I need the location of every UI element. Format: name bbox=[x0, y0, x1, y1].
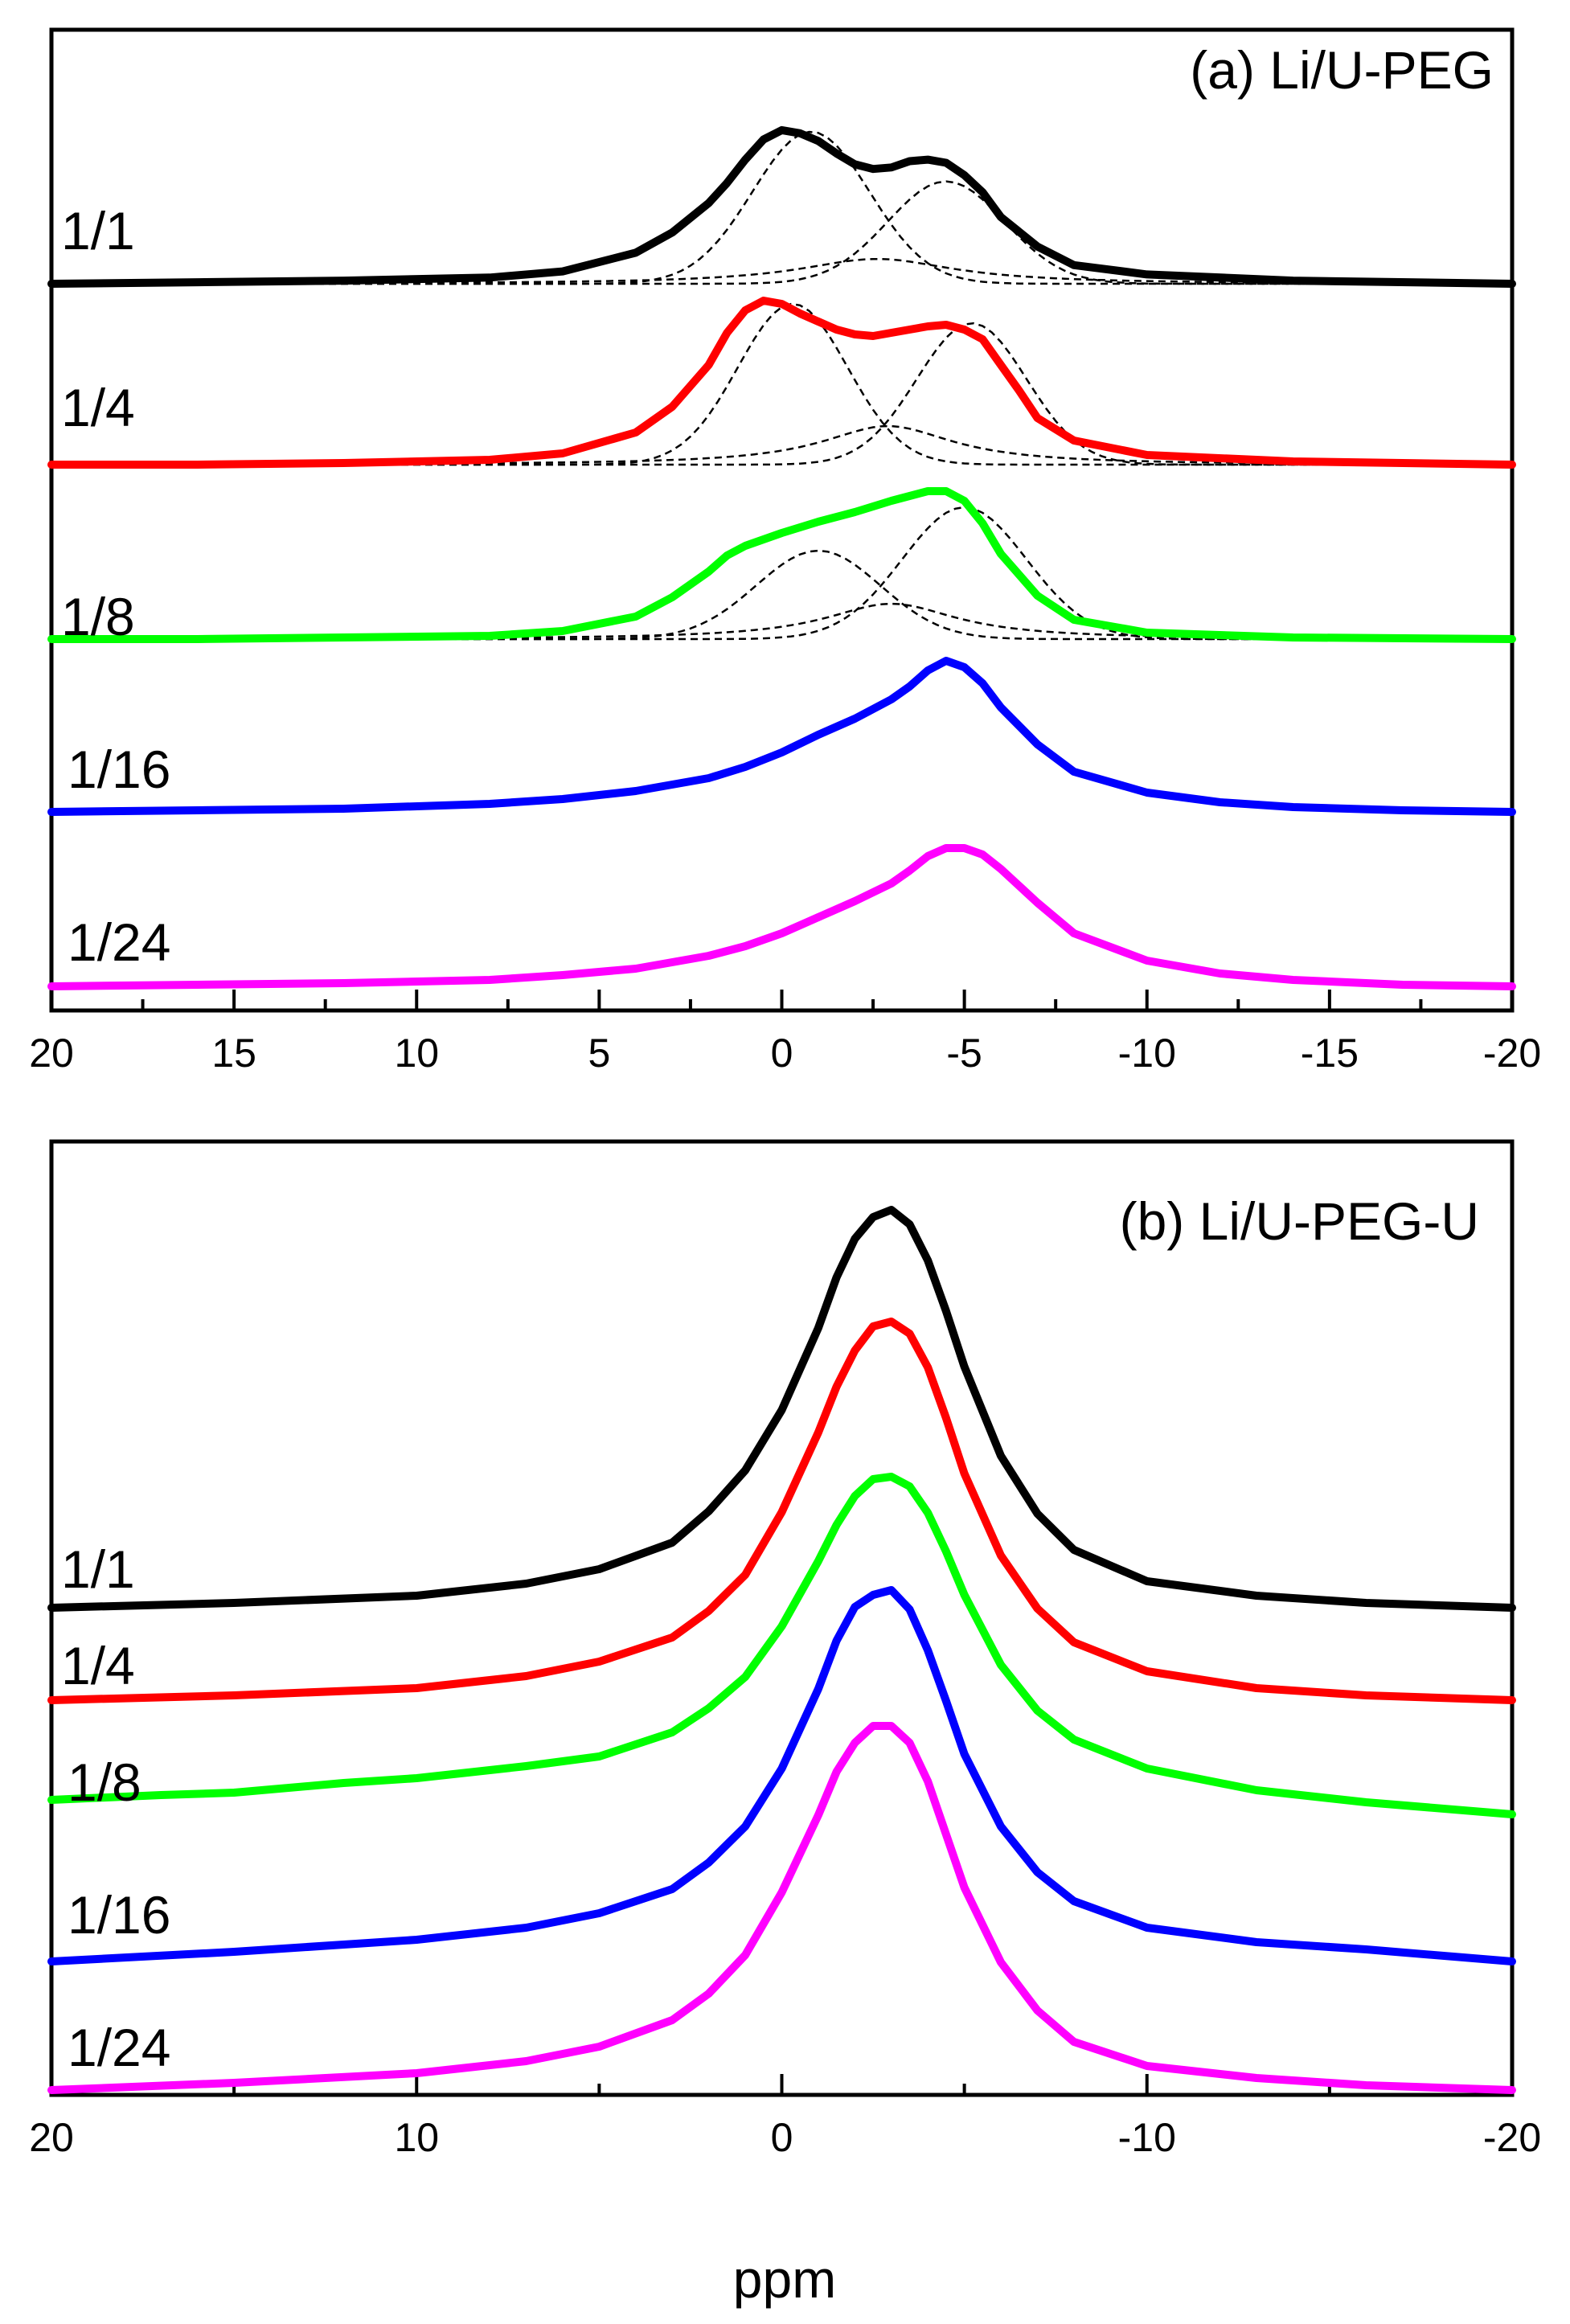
panel-b: (b) Li/U-PEG-U 20 10 0 -10 -20 1/1 1/4 1/8 1/16… bbox=[29, 1139, 1541, 2160]
series-line-1-24 bbox=[47, 844, 1516, 990]
fit-component-dashed bbox=[51, 549, 1512, 641]
series-label: 1/4 bbox=[61, 1636, 135, 1695]
series-label: 1/16 bbox=[68, 740, 170, 799]
x-tick-label: 10 bbox=[394, 1031, 439, 1076]
series-label: 1/8 bbox=[68, 1752, 141, 1812]
x-axis-label: ppm bbox=[733, 2249, 836, 2309]
panel-b-x-axis: 20 10 0 -10 -20 bbox=[29, 2074, 1541, 2160]
series-line-1-8 bbox=[47, 1473, 1516, 1818]
panel-a-title: (a) Li/U-PEG bbox=[1190, 40, 1494, 100]
x-tick-label: -20 bbox=[1483, 2115, 1541, 2160]
fit-component-dashed bbox=[51, 130, 1512, 285]
x-tick-label: 15 bbox=[211, 1031, 256, 1076]
panel-a-frame bbox=[49, 27, 1515, 1013]
x-tick-label: 20 bbox=[29, 1031, 74, 1076]
series-label: 1/1 bbox=[61, 1539, 135, 1599]
panel-a-fit-curves bbox=[51, 130, 1512, 641]
x-tick-label: -5 bbox=[946, 1031, 982, 1076]
x-tick-label: 0 bbox=[771, 1031, 793, 1076]
series-line-1-8 bbox=[47, 487, 1516, 643]
panel-a-x-axis: 20 15 10 5 0 -5 -10 -15 -20 bbox=[29, 990, 1541, 1076]
series-line-1-4 bbox=[47, 297, 1516, 469]
series-line-1-16 bbox=[47, 657, 1516, 816]
series-line-1-4 bbox=[47, 1318, 1516, 1704]
series-label: 1/1 bbox=[61, 201, 135, 260]
series-label: 1/24 bbox=[68, 912, 170, 972]
x-tick-label: 20 bbox=[29, 2115, 74, 2160]
series-line-1-1 bbox=[47, 125, 1516, 288]
series-label: 1/24 bbox=[68, 2018, 170, 2077]
fit-component-dashed bbox=[51, 322, 1512, 466]
series-label: 1/8 bbox=[61, 587, 135, 646]
panel-b-spectra: 1/1 1/4 1/8 1/16 1/24 bbox=[47, 1206, 1516, 2094]
panel-b-title: (b) Li/U-PEG-U bbox=[1120, 1191, 1479, 1251]
x-tick-label: 10 bbox=[394, 2115, 439, 2160]
fit-component-dashed bbox=[51, 180, 1512, 285]
x-tick-label: 0 bbox=[771, 2115, 793, 2160]
series-line-1-16 bbox=[47, 1586, 1516, 1965]
x-tick-label: -10 bbox=[1118, 1031, 1176, 1076]
series-line-1-1 bbox=[47, 1206, 1516, 1612]
panel-a: (a) Li/U-PEG 20 15 10 5 0 -5 -10 -15 -20 1/11/41… bbox=[29, 27, 1541, 1076]
series-label: 1/4 bbox=[61, 378, 135, 437]
fit-component-dashed bbox=[51, 506, 1512, 641]
series-line-1-24 bbox=[47, 1722, 1516, 2094]
panel-a-spectra: 1/1 1/4 1/8 1/16 1/24 bbox=[47, 125, 1516, 990]
x-tick-label: 5 bbox=[588, 1031, 610, 1076]
series-label: 1/16 bbox=[68, 1885, 170, 1945]
x-tick-label: -20 bbox=[1483, 1031, 1541, 1076]
x-tick-label: -15 bbox=[1301, 1031, 1359, 1076]
fit-component-dashed bbox=[51, 302, 1512, 466]
x-tick-label: -10 bbox=[1118, 2115, 1176, 2160]
